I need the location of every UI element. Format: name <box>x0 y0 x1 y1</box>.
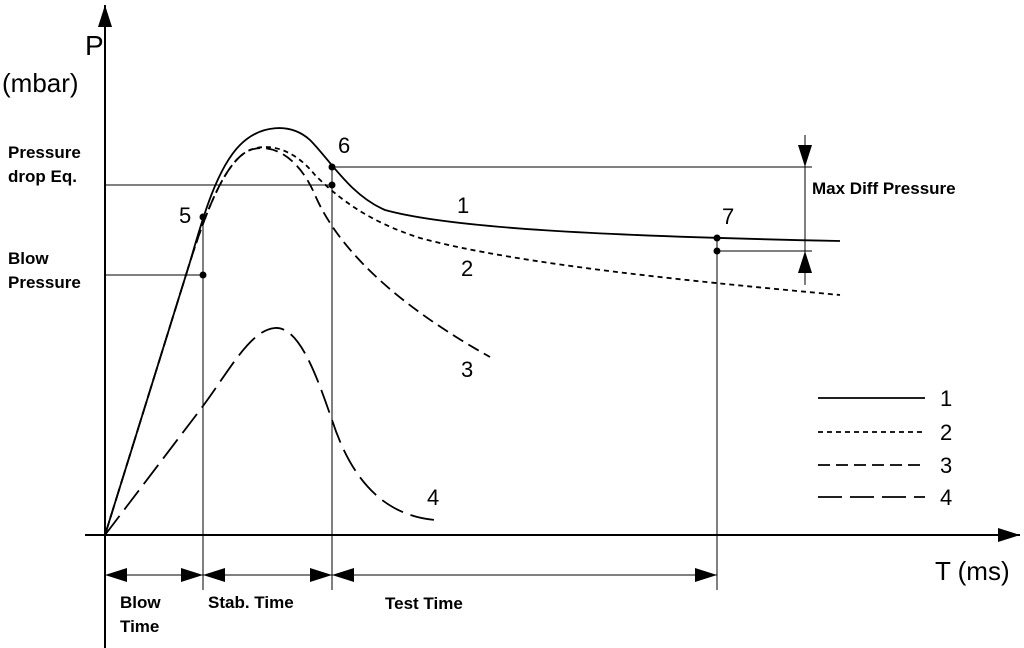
legend-label: 3 <box>940 453 952 478</box>
curve-4 <box>104 327 436 536</box>
reference-lines <box>105 135 812 590</box>
level-label: drop Eq. <box>8 167 77 186</box>
legend: 1 2 3 4 <box>818 386 952 510</box>
level-label: Blow <box>8 249 49 268</box>
legend-label: 4 <box>940 485 952 510</box>
level-label: Max Diff Pressure <box>812 179 956 198</box>
y-label: P <box>85 30 104 61</box>
points <box>199 163 721 279</box>
interval-label: Blow <box>120 593 161 612</box>
point-label: 7 <box>722 204 734 229</box>
curve-1 <box>104 127 841 536</box>
y-unit: (mbar) <box>2 68 79 98</box>
point-label: 6 <box>338 133 350 158</box>
level-label: Pressure <box>8 273 81 292</box>
x-label: T (ms) <box>935 556 1010 586</box>
legend-label: 2 <box>940 420 952 445</box>
interval-label: Stab. Time <box>208 593 294 612</box>
curve-label: 1 <box>457 193 469 218</box>
legend-label: 1 <box>940 386 952 411</box>
level-label: Pressure <box>8 143 81 162</box>
interval-label: Test Time <box>385 594 463 613</box>
curve-2 <box>104 146 841 536</box>
curve-label: 3 <box>461 357 473 382</box>
interval-label: Time <box>120 617 159 636</box>
curve-label: 2 <box>461 256 473 281</box>
curve-label: 4 <box>427 485 439 510</box>
point-label: 5 <box>179 203 191 228</box>
